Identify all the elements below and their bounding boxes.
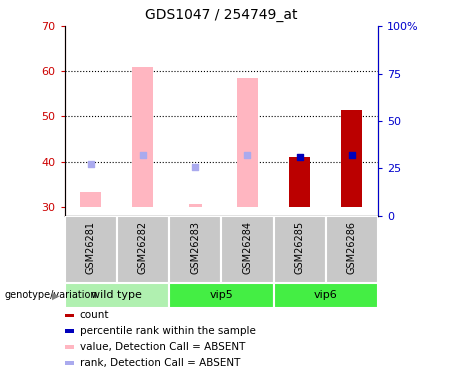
Text: rank, Detection Call = ABSENT: rank, Detection Call = ABSENT [80,358,240,368]
Point [296,154,303,160]
Bar [65,345,74,349]
Bar [273,216,326,283]
Text: GSM26286: GSM26286 [347,221,357,274]
Bar [221,216,273,283]
Bar [65,330,74,333]
Bar [273,283,378,308]
Bar [65,283,169,308]
Text: GSM26282: GSM26282 [138,221,148,274]
Bar [169,216,221,283]
Point [87,161,95,167]
Text: count: count [80,310,109,321]
Bar [237,78,258,207]
Point [348,152,355,158]
Text: GSM26281: GSM26281 [86,221,96,274]
Title: GDS1047 / 254749_at: GDS1047 / 254749_at [145,9,297,22]
Bar [132,67,154,207]
Bar [80,192,101,207]
Text: ▶: ▶ [52,290,59,300]
Bar [289,157,310,207]
Text: genotype/variation: genotype/variation [5,290,97,300]
Text: GSM26285: GSM26285 [295,221,305,274]
Text: percentile rank within the sample: percentile rank within the sample [80,326,256,336]
Text: value, Detection Call = ABSENT: value, Detection Call = ABSENT [80,342,245,352]
Bar [169,283,273,308]
Bar [65,362,74,365]
Text: GSM26283: GSM26283 [190,221,200,274]
Text: vip5: vip5 [209,290,233,300]
Bar [65,314,74,317]
Point [139,152,147,158]
Point [244,152,251,158]
Bar [189,204,202,207]
Text: wild type: wild type [91,290,142,300]
Bar [326,216,378,283]
Text: vip6: vip6 [314,290,337,300]
Text: GSM26284: GSM26284 [242,221,253,274]
Bar [65,216,117,283]
Bar [117,216,169,283]
Bar [342,110,362,207]
Point [191,164,199,170]
